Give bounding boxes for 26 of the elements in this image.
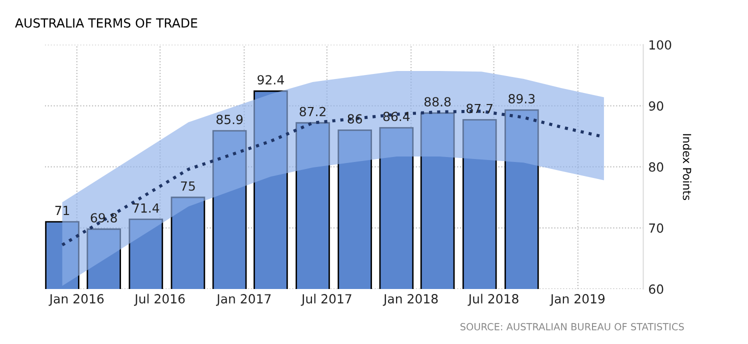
data-label: 86 <box>348 114 362 124</box>
x-tick-label: Jul 2018 <box>468 294 518 306</box>
x-tick-label: Jan 2018 <box>382 294 438 306</box>
data-label: 86.4 <box>383 112 410 122</box>
data-label: 92.4 <box>258 75 284 85</box>
x-tick-label: Jan 2016 <box>48 294 104 306</box>
data-label: 71.4 <box>133 203 160 213</box>
data-label: 71 <box>55 206 70 216</box>
data-label: 75 <box>181 181 195 191</box>
y-tick-label: 100 <box>650 40 672 50</box>
chart-title: AUSTRALIA TERMS OF TRADE <box>15 18 198 28</box>
data-label: 87.2 <box>300 106 326 116</box>
data-label: 87.7 <box>466 104 492 114</box>
x-tick-label: Jan 2017 <box>216 294 271 306</box>
y-tick-label: 80 <box>648 162 664 172</box>
x-tick-label: Jul 2017 <box>300 294 352 306</box>
y-tick-label: 70 <box>649 223 664 233</box>
y-tick-label: 60 <box>649 284 664 294</box>
data-label: 88.8 <box>424 97 451 107</box>
y-tick-label: 90 <box>648 101 664 111</box>
data-label: 89.3 <box>508 94 535 104</box>
y-axis-title: Index Points <box>682 134 692 200</box>
x-tick-label: Jan 2019 <box>550 294 605 306</box>
x-tick-label: Jul 2016 <box>134 294 185 306</box>
data-label: 85.9 <box>216 114 243 124</box>
source-note: SOURCE: AUSTRALIAN BUREAU OF STATISTICS <box>460 323 684 330</box>
